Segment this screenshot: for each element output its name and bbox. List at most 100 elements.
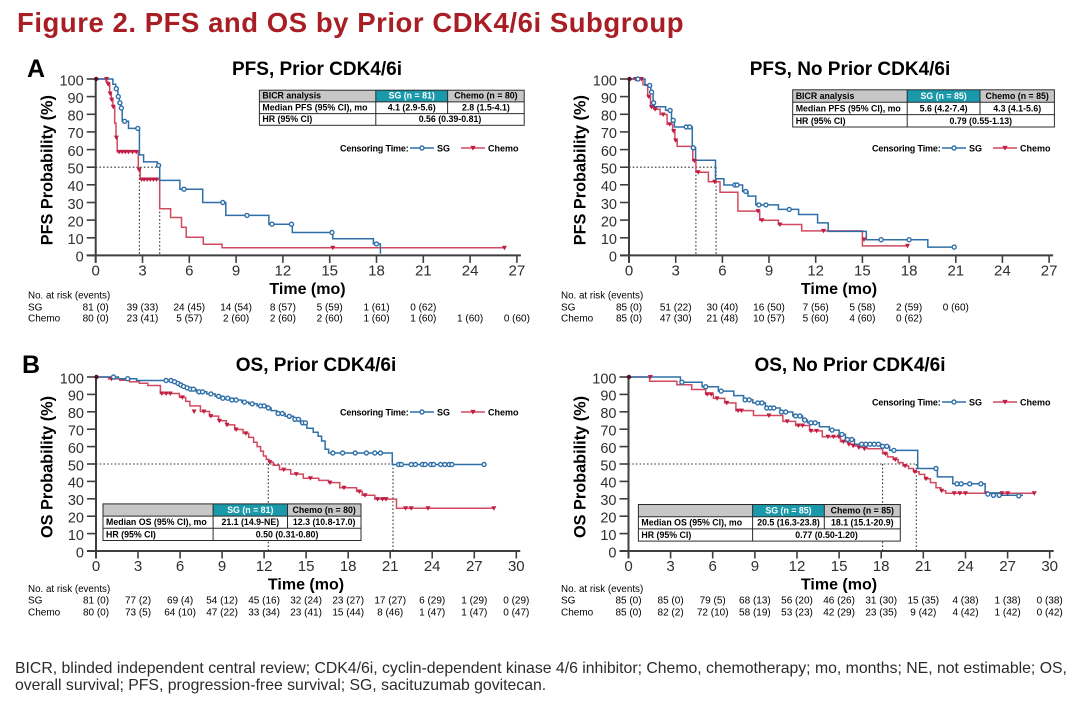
svg-text:1 (60): 1 (60) xyxy=(363,314,389,325)
svg-text:31 (30): 31 (30) xyxy=(865,596,897,607)
svg-text:12.3 (10.8-17.0): 12.3 (10.8-17.0) xyxy=(293,517,356,527)
svg-text:10: 10 xyxy=(68,232,84,248)
svg-text:23 (35): 23 (35) xyxy=(865,608,897,619)
svg-text:0 (47): 0 (47) xyxy=(503,608,529,619)
svg-text:24: 24 xyxy=(994,263,1011,280)
svg-text:60: 60 xyxy=(68,441,84,457)
svg-text:45 (16): 45 (16) xyxy=(248,596,280,607)
svg-text:HR (95% CI): HR (95% CI) xyxy=(641,530,691,540)
svg-text:23 (41): 23 (41) xyxy=(290,608,322,619)
svg-text:80: 80 xyxy=(68,109,84,125)
svg-text:24 (45): 24 (45) xyxy=(173,303,205,314)
svg-text:50: 50 xyxy=(601,162,617,178)
svg-text:PFS Probability (%): PFS Probability (%) xyxy=(572,95,590,245)
svg-text:14 (54): 14 (54) xyxy=(220,303,252,314)
svg-text:90: 90 xyxy=(600,389,616,405)
svg-text:0.77 (0.50-1.20): 0.77 (0.50-1.20) xyxy=(795,530,858,540)
svg-text:BICR, blinded independent cent: BICR, blinded independent central review… xyxy=(15,660,1067,677)
svg-text:9 (42): 9 (42) xyxy=(910,608,936,619)
svg-text:Figure 2. PFS and OS by Prior: Figure 2. PFS and OS by Prior CDK4/6i Su… xyxy=(17,7,684,38)
svg-text:Chemo: Chemo xyxy=(28,314,61,325)
svg-text:21: 21 xyxy=(915,558,932,575)
svg-text:20: 20 xyxy=(600,511,616,527)
svg-text:0 (29): 0 (29) xyxy=(503,596,529,607)
svg-text:OS Probability (%): OS Probability (%) xyxy=(39,396,57,538)
svg-text:18.1 (15.1-20.9): 18.1 (15.1-20.9) xyxy=(831,518,894,528)
svg-text:79 (5): 79 (5) xyxy=(700,596,726,607)
svg-text:6 (29): 6 (29) xyxy=(419,596,445,607)
svg-text:Median OS (95% CI), mo: Median OS (95% CI), mo xyxy=(641,518,742,528)
svg-text:6: 6 xyxy=(176,558,184,575)
svg-text:HR (95% CI): HR (95% CI) xyxy=(262,114,312,124)
svg-text:80 (0): 80 (0) xyxy=(83,314,109,325)
svg-text:SG (n = 85): SG (n = 85) xyxy=(920,91,966,101)
svg-text:81 (0): 81 (0) xyxy=(83,303,109,314)
svg-text:20.5 (16.3-23.8): 20.5 (16.3-23.8) xyxy=(757,518,820,528)
svg-text:80: 80 xyxy=(600,406,616,422)
svg-text:Chemo: Chemo xyxy=(561,314,594,325)
svg-text:No. at risk (events): No. at risk (events) xyxy=(28,584,110,595)
svg-text:0.79 (0.55-1.13): 0.79 (0.55-1.13) xyxy=(949,116,1012,126)
svg-text:1 (47): 1 (47) xyxy=(419,608,445,619)
svg-text:70: 70 xyxy=(600,424,616,440)
svg-text:2 (59): 2 (59) xyxy=(896,303,922,314)
svg-text:Censoring Time:: Censoring Time: xyxy=(872,144,941,154)
svg-text:OS, No Prior CDK4/6i: OS, No Prior CDK4/6i xyxy=(754,355,945,376)
svg-text:12: 12 xyxy=(256,558,273,575)
svg-text:Chemo: Chemo xyxy=(1020,398,1051,408)
svg-text:Chemo (n = 80): Chemo (n = 80) xyxy=(293,505,356,515)
svg-text:SG: SG xyxy=(28,596,43,607)
svg-text:6: 6 xyxy=(709,558,717,575)
svg-text:Chemo: Chemo xyxy=(488,408,519,418)
svg-text:9: 9 xyxy=(751,558,759,575)
svg-text:HR (95% CI): HR (95% CI) xyxy=(796,116,846,126)
svg-text:Chemo (n = 85): Chemo (n = 85) xyxy=(986,91,1049,101)
svg-text:8 (57): 8 (57) xyxy=(270,303,296,314)
svg-text:46 (26): 46 (26) xyxy=(823,596,855,607)
svg-text:47 (30): 47 (30) xyxy=(660,314,692,325)
svg-text:77 (2): 77 (2) xyxy=(125,596,151,607)
svg-text:50: 50 xyxy=(600,458,616,474)
svg-text:100: 100 xyxy=(592,371,616,387)
svg-text:0 (38): 0 (38) xyxy=(1037,596,1063,607)
svg-text:overall survival; PFS, progres: overall survival; PFS, progression-free … xyxy=(15,677,546,694)
svg-text:16 (50): 16 (50) xyxy=(753,303,785,314)
svg-text:7 (56): 7 (56) xyxy=(803,303,829,314)
svg-text:12: 12 xyxy=(807,263,824,280)
svg-text:4 (60): 4 (60) xyxy=(849,314,875,325)
svg-text:4.3 (4.1-5.6): 4.3 (4.1-5.6) xyxy=(993,103,1041,113)
svg-text:90: 90 xyxy=(68,91,84,107)
svg-text:SG: SG xyxy=(969,144,982,154)
svg-text:9: 9 xyxy=(765,263,773,280)
svg-text:90: 90 xyxy=(68,389,84,405)
svg-text:12: 12 xyxy=(275,263,292,280)
svg-text:PFS Probability (%): PFS Probability (%) xyxy=(39,95,57,245)
svg-text:73 (5): 73 (5) xyxy=(125,608,151,619)
svg-text:Chemo (n = 80): Chemo (n = 80) xyxy=(454,91,517,101)
svg-text:0: 0 xyxy=(92,263,100,280)
svg-text:3: 3 xyxy=(138,263,146,280)
svg-text:Chemo: Chemo xyxy=(488,144,519,154)
svg-text:30: 30 xyxy=(68,197,84,213)
svg-text:5 (58): 5 (58) xyxy=(849,303,875,314)
svg-text:60: 60 xyxy=(600,441,616,457)
svg-text:47 (22): 47 (22) xyxy=(206,608,238,619)
svg-text:SG: SG xyxy=(561,303,576,314)
svg-text:2 (60): 2 (60) xyxy=(317,314,343,325)
svg-text:15: 15 xyxy=(298,558,315,575)
svg-text:30: 30 xyxy=(601,197,617,213)
svg-text:Chemo: Chemo xyxy=(561,608,594,619)
svg-text:4.1 (2.9-5.6): 4.1 (2.9-5.6) xyxy=(388,102,436,112)
svg-text:0: 0 xyxy=(76,545,84,561)
svg-text:1 (38): 1 (38) xyxy=(995,596,1021,607)
svg-text:20: 20 xyxy=(601,214,617,230)
svg-text:18: 18 xyxy=(340,558,357,575)
svg-text:0: 0 xyxy=(625,263,633,280)
svg-text:1 (60): 1 (60) xyxy=(410,314,436,325)
svg-text:10: 10 xyxy=(600,528,616,544)
svg-text:No. at risk (events): No. at risk (events) xyxy=(561,584,643,595)
svg-text:15: 15 xyxy=(321,263,338,280)
svg-text:5 (60): 5 (60) xyxy=(803,314,829,325)
svg-text:85 (0): 85 (0) xyxy=(616,314,642,325)
svg-text:33 (34): 33 (34) xyxy=(248,608,280,619)
